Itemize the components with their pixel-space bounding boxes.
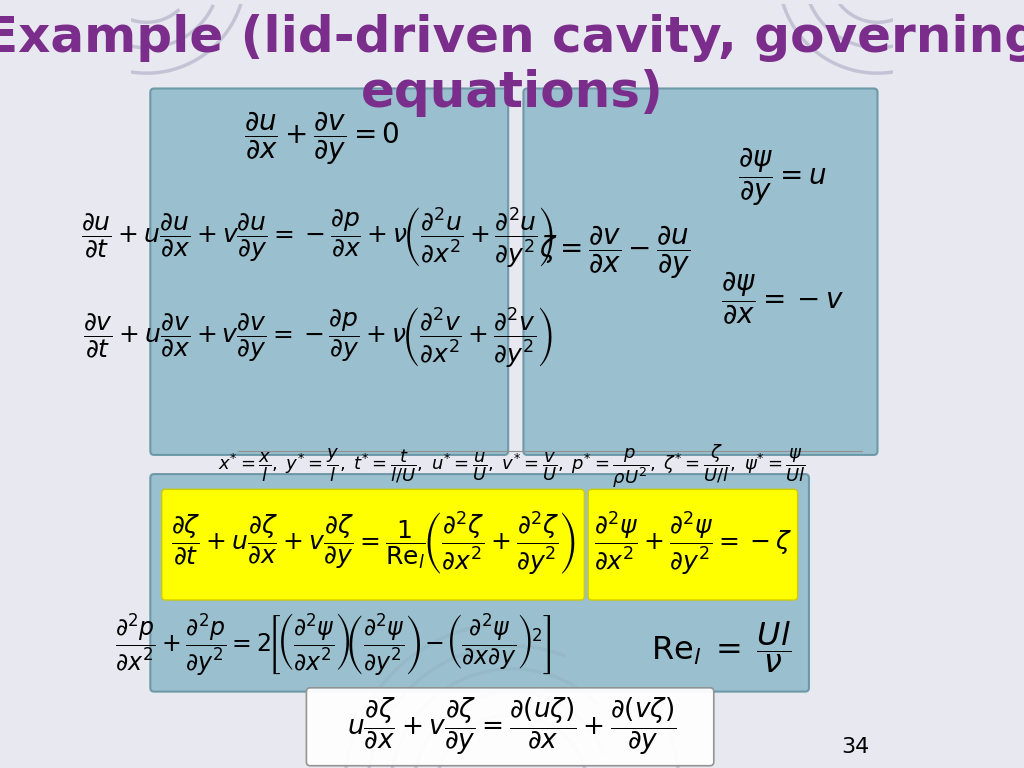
Text: $\dfrac{\partial^2 p}{\partial x^2}+\dfrac{\partial^2 p}{\partial y^2}=2\!\left[: $\dfrac{\partial^2 p}{\partial x^2}+\dfr… xyxy=(115,611,551,678)
Text: $u\dfrac{\partial\zeta}{\partial x}+v\dfrac{\partial\zeta}{\partial y}=\dfrac{\p: $u\dfrac{\partial\zeta}{\partial x}+v\df… xyxy=(347,695,677,756)
Text: 34: 34 xyxy=(842,737,870,756)
FancyBboxPatch shape xyxy=(588,489,798,600)
Text: $\dfrac{\partial v}{\partial t}+u\dfrac{\partial v}{\partial x}+v\dfrac{\partial: $\dfrac{\partial v}{\partial t}+u\dfrac{… xyxy=(83,305,553,369)
Text: $\dfrac{\partial^2\psi}{\partial x^2}+\dfrac{\partial^2\psi}{\partial y^2}=-\zet: $\dfrac{\partial^2\psi}{\partial x^2}+\d… xyxy=(594,510,793,578)
Text: $\dfrac{\partial\zeta}{\partial t}+u\dfrac{\partial\zeta}{\partial x}+v\dfrac{\p: $\dfrac{\partial\zeta}{\partial t}+u\dfr… xyxy=(171,510,577,578)
Text: $\dfrac{\partial u}{\partial t}+u\dfrac{\partial u}{\partial x}+v\dfrac{\partial: $\dfrac{\partial u}{\partial t}+u\dfrac{… xyxy=(81,205,555,270)
Text: $\dfrac{\partial\psi}{\partial y}=u$: $\dfrac{\partial\psi}{\partial y}=u$ xyxy=(738,145,826,207)
FancyBboxPatch shape xyxy=(151,474,809,692)
FancyBboxPatch shape xyxy=(151,88,508,455)
FancyBboxPatch shape xyxy=(306,688,714,766)
Text: $\dfrac{\partial\psi}{\partial x}=-v$: $\dfrac{\partial\psi}{\partial x}=-v$ xyxy=(721,270,844,327)
Text: $\dfrac{\partial u}{\partial x}+\dfrac{\partial v}{\partial y}=0$: $\dfrac{\partial u}{\partial x}+\dfrac{\… xyxy=(244,109,399,167)
FancyBboxPatch shape xyxy=(523,88,878,455)
Text: Example (lid-driven cavity, governing
equations): Example (lid-driven cavity, governing eq… xyxy=(0,14,1024,118)
Text: $x^{*}=\dfrac{x}{l},\;y^{*}=\dfrac{y}{l},\;t^{*}=\dfrac{t}{l/U},\;u^{*}=\dfrac{u: $x^{*}=\dfrac{x}{l},\;y^{*}=\dfrac{y}{l}… xyxy=(218,442,806,490)
FancyBboxPatch shape xyxy=(162,489,585,600)
Text: $\zeta=\dfrac{\partial v}{\partial x}-\dfrac{\partial u}{\partial y}$: $\zeta=\dfrac{\partial v}{\partial x}-\d… xyxy=(539,223,690,281)
Text: $\mathrm{Re}_{l}\;=\;\dfrac{Ul}{\nu}$: $\mathrm{Re}_{l}\;=\;\dfrac{Ul}{\nu}$ xyxy=(651,619,792,675)
